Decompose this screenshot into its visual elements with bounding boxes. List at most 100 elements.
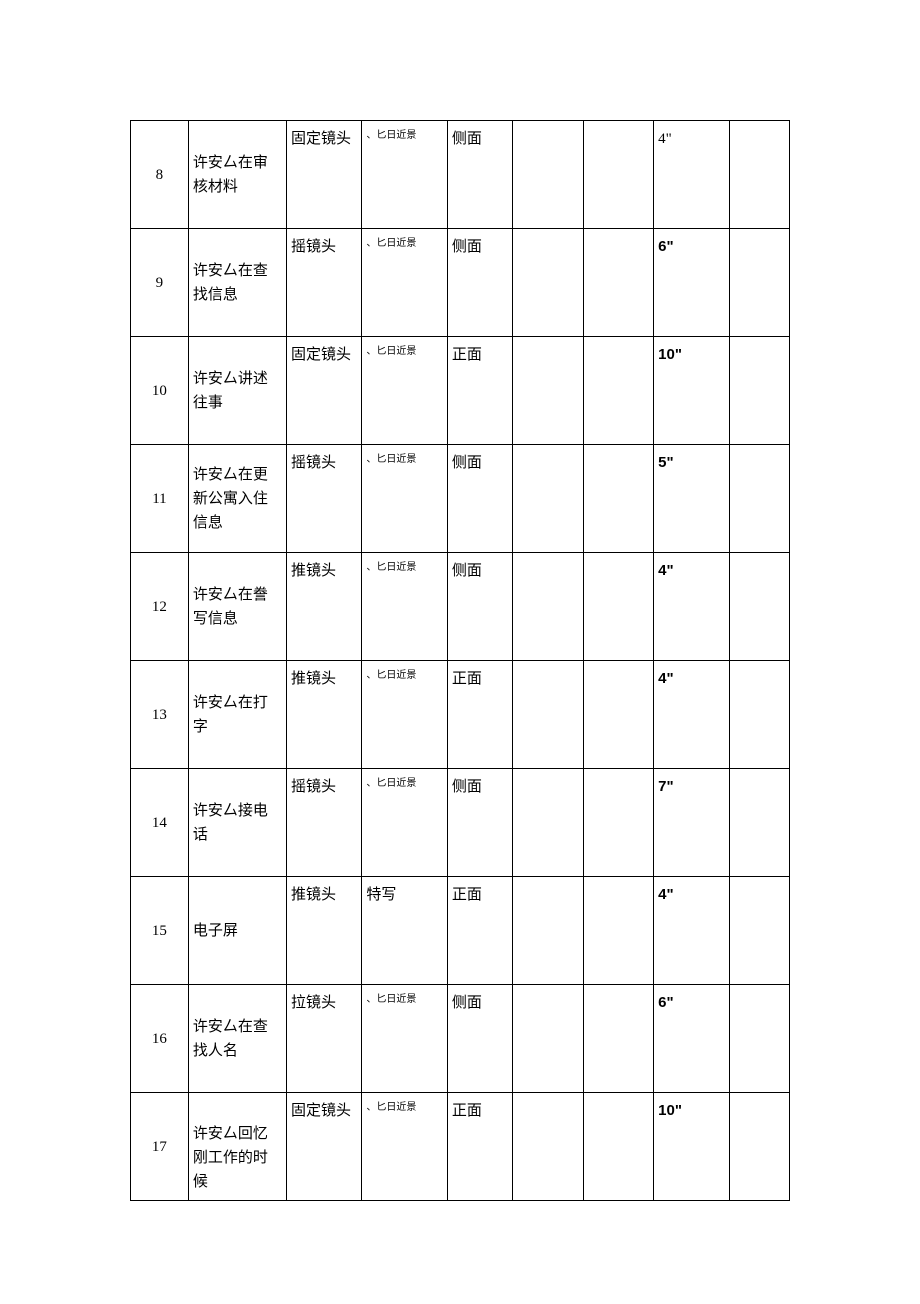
- row-description: 许安厶在誊写信息: [188, 553, 286, 661]
- row-blank-2: [583, 229, 653, 337]
- row-number: 13: [131, 661, 189, 769]
- row-scene: 特写: [362, 877, 448, 985]
- row-angle: 正面: [447, 877, 512, 985]
- table-body: 8 许安厶在审核材料固定镜头、匕日近景侧面4"9 许安厶在查找信息摇镜头、匕日近…: [131, 121, 790, 1201]
- row-duration: 4": [654, 877, 729, 985]
- row-blank-3: [729, 985, 789, 1093]
- row-number: 15: [131, 877, 189, 985]
- row-blank-3: [729, 445, 789, 553]
- table-row: 9 许安厶在查找信息摇镜头、匕日近景侧面 6": [131, 229, 790, 337]
- row-description: 许安厶在审核材料: [188, 121, 286, 229]
- row-scene: 、匕日近景: [362, 553, 448, 661]
- row-number: 8: [131, 121, 189, 229]
- row-blank-3: [729, 877, 789, 985]
- table-row: 15电子屏推镜头特写正面 4": [131, 877, 790, 985]
- row-description: 电子屏: [188, 877, 286, 985]
- row-angle: 侧面: [447, 121, 512, 229]
- row-scene: 、匕日近景: [362, 337, 448, 445]
- row-scene: 、匕日近景: [362, 661, 448, 769]
- table-row: 8 许安厶在审核材料固定镜头、匕日近景侧面 4": [131, 121, 790, 229]
- row-blank-1: [513, 337, 583, 445]
- row-blank-2: [583, 985, 653, 1093]
- row-duration: 6": [654, 985, 729, 1093]
- table-row: 13 许安厶在打字推镜头、匕日近景正面4": [131, 661, 790, 769]
- row-number: 17: [131, 1093, 189, 1201]
- row-duration: 4": [654, 121, 729, 229]
- row-scene: 、匕日近景: [362, 121, 448, 229]
- row-duration: 6": [654, 229, 729, 337]
- row-number: 10: [131, 337, 189, 445]
- row-blank-2: [583, 661, 653, 769]
- row-blank-3: [729, 1093, 789, 1201]
- row-shot-type: 固定镜头: [286, 337, 361, 445]
- row-angle: 侧面: [447, 985, 512, 1093]
- row-blank-1: [513, 229, 583, 337]
- row-angle: 正面: [447, 1093, 512, 1201]
- row-shot-type: 摇镜头: [286, 229, 361, 337]
- row-blank-3: [729, 337, 789, 445]
- row-blank-1: [513, 1093, 583, 1201]
- row-shot-type: 固定镜头: [286, 121, 361, 229]
- row-scene: 、匕日近景: [362, 445, 448, 553]
- row-shot-type: 拉镜头: [286, 985, 361, 1093]
- row-number: 9: [131, 229, 189, 337]
- table-row: 12 许安厶在誊写信息推镜头、匕日近景侧面 4": [131, 553, 790, 661]
- row-duration: 4": [654, 661, 729, 769]
- row-scene: 、匕日近景: [362, 229, 448, 337]
- row-blank-1: [513, 553, 583, 661]
- row-angle: 侧面: [447, 769, 512, 877]
- row-number: 11: [131, 445, 189, 553]
- row-scene: 、匕日近景: [362, 985, 448, 1093]
- table-row: 10 许安厶讲述往事固定镜头、匕日近景正面 10": [131, 337, 790, 445]
- row-description: 许安厶在查找人名: [188, 985, 286, 1093]
- row-scene: 、匕日近景: [362, 769, 448, 877]
- row-angle: 侧面: [447, 553, 512, 661]
- row-duration: 4": [654, 553, 729, 661]
- shot-list-table: 8 许安厶在审核材料固定镜头、匕日近景侧面4"9 许安厶在查找信息摇镜头、匕日近…: [130, 120, 790, 1201]
- row-shot-type: 推镜头: [286, 877, 361, 985]
- row-shot-type: 摇镜头: [286, 769, 361, 877]
- row-description: 许安厶接电话: [188, 769, 286, 877]
- row-blank-2: [583, 337, 653, 445]
- row-blank-3: [729, 553, 789, 661]
- row-blank-1: [513, 445, 583, 553]
- row-blank-3: [729, 229, 789, 337]
- row-blank-2: [583, 877, 653, 985]
- row-blank-1: [513, 769, 583, 877]
- row-blank-3: [729, 121, 789, 229]
- row-number: 16: [131, 985, 189, 1093]
- row-blank-2: [583, 445, 653, 553]
- row-angle: 侧面: [447, 445, 512, 553]
- row-shot-type: 摇镜头: [286, 445, 361, 553]
- row-blank-1: [513, 121, 583, 229]
- table-row: 14 许安厶接电话摇镜头、匕日近景侧面7": [131, 769, 790, 877]
- row-shot-type: 固定镜头: [286, 1093, 361, 1201]
- row-angle: 正面: [447, 337, 512, 445]
- row-shot-type: 推镜头: [286, 553, 361, 661]
- row-blank-1: [513, 877, 583, 985]
- row-scene: 、匕日近景: [362, 1093, 448, 1201]
- row-blank-2: [583, 121, 653, 229]
- row-number: 14: [131, 769, 189, 877]
- table-row: 17 许安厶回忆刚工作的时候固定镜头、匕日近景正面 10": [131, 1093, 790, 1201]
- row-description: 许安厶在更新公寓入住信息: [188, 445, 286, 553]
- row-blank-2: [583, 769, 653, 877]
- row-description: 许安厶讲述往事: [188, 337, 286, 445]
- row-number: 12: [131, 553, 189, 661]
- row-blank-3: [729, 769, 789, 877]
- row-blank-1: [513, 985, 583, 1093]
- row-blank-1: [513, 661, 583, 769]
- row-duration: 5": [654, 445, 729, 553]
- row-description: 许安厶在打字: [188, 661, 286, 769]
- row-blank-3: [729, 661, 789, 769]
- row-description: 许安厶在查找信息: [188, 229, 286, 337]
- row-duration: 10": [654, 1093, 729, 1201]
- table-row: 11 许安厶在更新公寓入住信息摇镜头、匕日近景侧面 5": [131, 445, 790, 553]
- row-blank-2: [583, 553, 653, 661]
- row-blank-2: [583, 1093, 653, 1201]
- row-description: 许安厶回忆刚工作的时候: [188, 1093, 286, 1201]
- table-row: 16 许安厶在查找人名拉镜头、匕日近景侧面 6": [131, 985, 790, 1093]
- row-angle: 侧面: [447, 229, 512, 337]
- row-angle: 正面: [447, 661, 512, 769]
- row-duration: 10": [654, 337, 729, 445]
